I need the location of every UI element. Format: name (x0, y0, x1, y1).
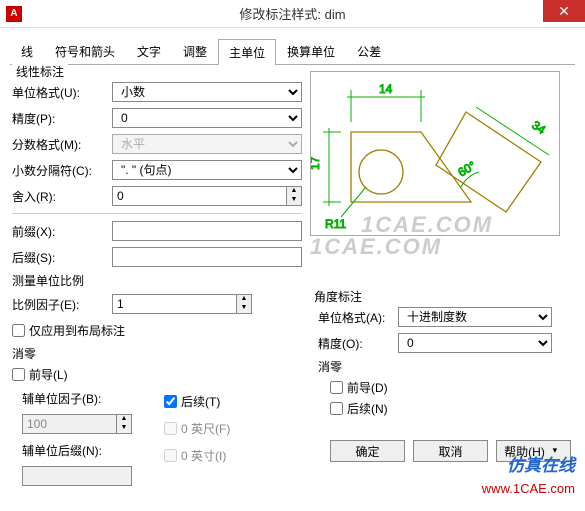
svg-text:60°: 60° (456, 158, 479, 179)
angular-legend: 角度标注 (310, 288, 366, 305)
leading-checkbox[interactable]: 前导(L) (12, 366, 152, 383)
round-down[interactable]: ▼ (287, 196, 301, 205)
cancel-button[interactable]: 取消 (413, 440, 488, 462)
titlebar: A 修改标注样式: dim ✕ (0, 0, 585, 28)
round-input[interactable] (112, 186, 287, 206)
suffix-label: 后缀(S): (12, 249, 112, 266)
close-button[interactable]: ✕ (543, 0, 585, 22)
zero-linear-legend: 消零 (12, 347, 36, 361)
subunit-factor-input (22, 414, 117, 434)
round-label: 舍入(R): (12, 188, 112, 205)
subunit-factor-label: 辅单位因子(B): (22, 390, 101, 407)
scale-up[interactable]: ▲ (237, 295, 251, 304)
watermark-brand: 仿真在线 (507, 451, 575, 476)
ang-leading-checkbox[interactable]: 前导(D) (330, 379, 552, 396)
ang-unit-format-select[interactable]: 十进制度数 (398, 307, 552, 327)
round-up[interactable]: ▲ (287, 187, 301, 196)
angular-group: 角度标注 单位格式(A): 十进制度数 精度(O): 0 消零 前导(D) 后续… (310, 296, 560, 425)
ang-precision-label: 精度(O): (318, 335, 398, 352)
fraction-format-select: 水平 (112, 134, 302, 154)
fraction-format-label: 分数格式(M): (12, 136, 112, 153)
tab-6[interactable]: 公差 (346, 38, 392, 64)
apply-layout-checkbox[interactable]: 仅应用到布局标注 (12, 322, 125, 339)
window-title: 修改标注样式: dim (0, 4, 585, 23)
precision-label: 精度(P): (12, 110, 112, 127)
decimal-sep-select[interactable]: ". " (句点) (112, 160, 302, 180)
scale-legend: 测量单位比例 (12, 274, 84, 288)
zero-angular-legend: 消零 (318, 360, 342, 374)
prefix-label: 前缀(X): (12, 223, 112, 240)
linear-group: 线性标注 单位格式(U): 小数 精度(P): 0 分数格式(M): 水平 小数… (12, 71, 302, 499)
subunit-suffix-label: 辅单位后缀(N): (22, 442, 102, 459)
trailing-checkbox[interactable]: 后续(T) (164, 393, 230, 410)
scale-down[interactable]: ▼ (237, 304, 251, 313)
watermark-url: www.1CAE.com (482, 481, 575, 496)
scale-factor-label: 比例因子(E): (12, 296, 112, 313)
preview-pane: 14 17 R11 60° 34 1CAE.COM (310, 71, 560, 236)
ang-precision-select[interactable]: 0 (398, 333, 552, 353)
svg-text:14: 14 (379, 82, 393, 96)
suffix-input[interactable] (112, 247, 302, 267)
unit-format-select[interactable]: 小数 (112, 82, 302, 102)
ang-unit-format-label: 单位格式(A): (318, 309, 398, 326)
tab-1[interactable]: 符号和箭头 (44, 38, 126, 64)
ok-button[interactable]: 确定 (330, 440, 405, 462)
tab-5[interactable]: 换算单位 (276, 38, 346, 64)
svg-text:34: 34 (529, 118, 548, 137)
prefix-input[interactable] (112, 221, 302, 241)
unit-format-label: 单位格式(U): (12, 84, 112, 101)
tab-0[interactable]: 线 (10, 38, 44, 64)
subunit-suffix-input (22, 466, 132, 486)
precision-select[interactable]: 0 (112, 108, 302, 128)
tab-2[interactable]: 文字 (126, 38, 172, 64)
linear-legend: 线性标注 (12, 63, 68, 80)
svg-text:R11: R11 (325, 217, 346, 231)
tabstrip: 线符号和箭头文字调整主单位换算单位公差 (10, 38, 575, 65)
tab-4[interactable]: 主单位 (218, 39, 276, 65)
scale-factor-input[interactable] (112, 294, 237, 314)
watermark-center-2: 1CAE.COM (310, 234, 442, 260)
ang-trailing-checkbox[interactable]: 后续(N) (330, 400, 552, 417)
feet-checkbox: 0 英尺(F) (164, 420, 230, 437)
tab-3[interactable]: 调整 (172, 38, 218, 64)
svg-text:17: 17 (311, 156, 322, 170)
decimal-sep-label: 小数分隔符(C): (12, 162, 112, 179)
inches-checkbox: 0 英寸(I) (164, 447, 230, 464)
